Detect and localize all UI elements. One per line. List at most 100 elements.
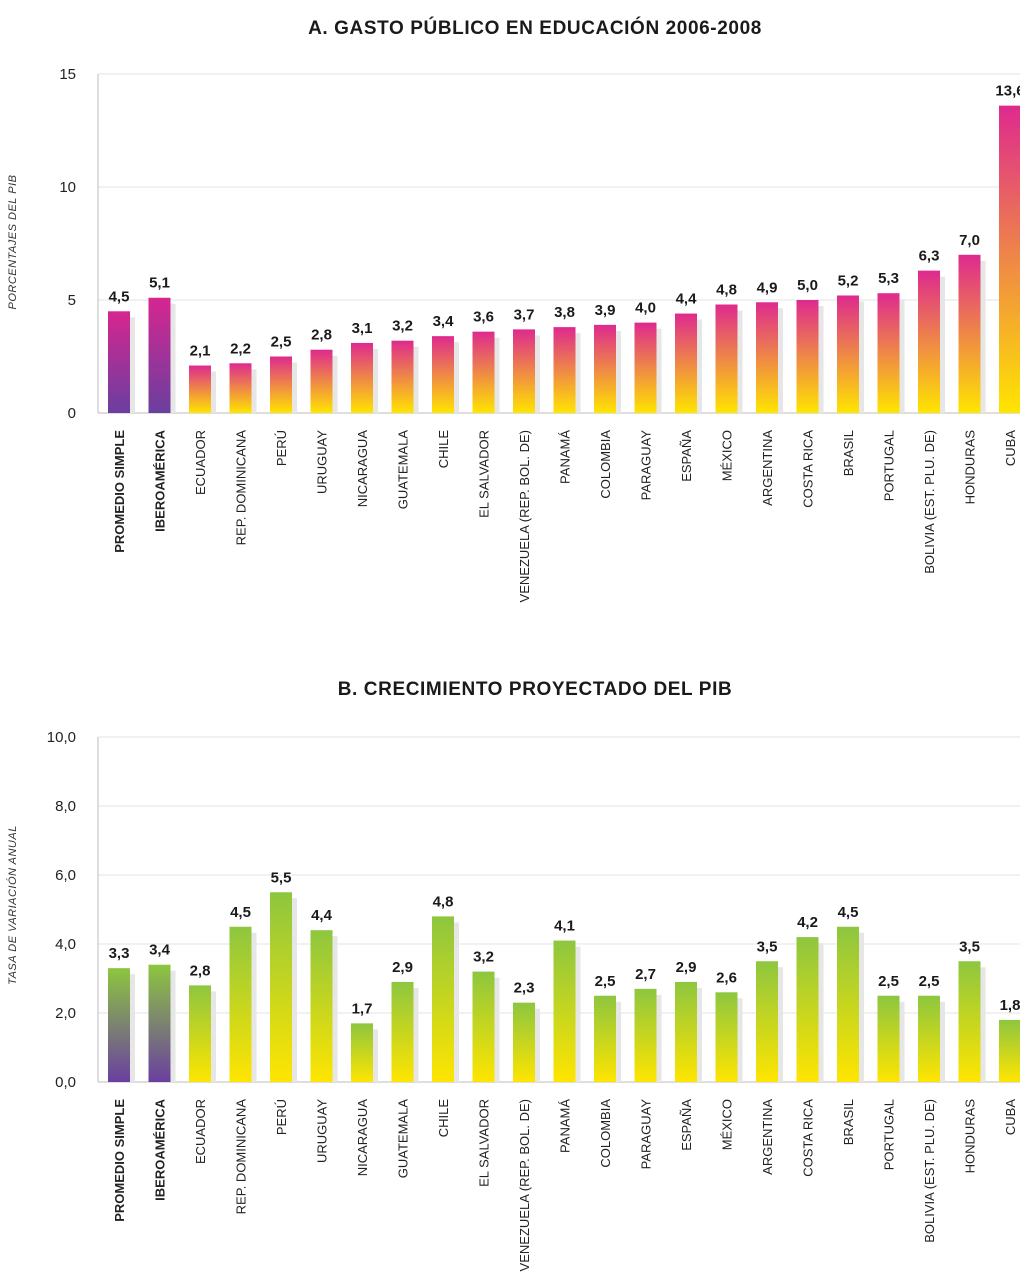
chart-a-category-label: COSTA RICA: [801, 430, 816, 508]
chart-a-bar: [715, 304, 738, 413]
chart-b-value-label: 2,9: [676, 959, 697, 976]
chart-b-ytick-label: 6,0: [55, 867, 76, 884]
chart-a-category-label: PARAGUAY: [639, 430, 654, 501]
chart-a-category-label: HONDURAS: [963, 430, 978, 505]
chart-a-ytick-label: 0: [68, 405, 76, 422]
chart-a-value-label: 2,8: [311, 327, 332, 344]
chart-b-bar: [837, 926, 859, 1082]
chart-a-category-label: VENEZUELA (REP. BOL. DE): [517, 430, 532, 602]
chart-a-value-label: 5,3: [878, 270, 899, 287]
chart-b-bar: [796, 937, 819, 1082]
chart-b-bar: [432, 916, 454, 1082]
chart-a-category-label: ESPAÑA: [679, 430, 694, 482]
chart-b-category-label: ARGENTINA: [760, 1099, 775, 1175]
chart-b-value-label: 3,5: [757, 938, 778, 955]
chart-b-title: B. CRECIMIENTO PROYECTADO DEL PIB: [338, 679, 733, 700]
chart-a-bar: [756, 302, 778, 413]
chart-b-category-label: COLOMBIA: [598, 1099, 613, 1168]
chart-a-category-label: URUGUAY: [315, 430, 330, 494]
chart-b-category-label: EL SALVADOR: [477, 1099, 492, 1187]
chart-a-value-label: 4,0: [635, 300, 656, 317]
chart-a-plot: 0 5 10 15 4,5 PROMEDIO SIMPLE 5,1 IBEROAMÉRICA 2…: [59, 66, 1020, 602]
chart-b-value-label: 2,5: [878, 973, 899, 990]
chart-b-bar: [756, 961, 778, 1082]
chart-b-plot: 0,0 2,0 4,0 6,0 8,0 10,0 3,3 PROMEDIO SIMPLE 3,4…: [47, 729, 1020, 1271]
chart-a-value-label: 5,1: [149, 275, 170, 292]
chart-a-bar: [594, 324, 616, 413]
chart-a-category-label: PORTUGAL: [882, 430, 897, 501]
chart-b-value-label: 2,6: [716, 969, 737, 986]
chart-a-value-label: 5,0: [797, 277, 818, 294]
chart-b-ytick-label: 4,0: [55, 936, 76, 953]
chart-a-category-label: MÉXICO: [720, 430, 735, 481]
chart-b-value-label: 1,8: [1000, 997, 1020, 1014]
chart-b-category-label: NICARAGUA: [355, 1099, 370, 1177]
chart-b-bar: [553, 940, 576, 1082]
chart-a-value-label: 3,2: [392, 318, 413, 335]
chart-a-title: A. GASTO PÚBLICO EN EDUCACIÓN 2006-2008: [308, 17, 762, 39]
chart-b-value-label: 2,9: [392, 959, 413, 976]
chart-a-category-label: COLOMBIA: [598, 430, 613, 499]
chart-a-bar: [958, 254, 981, 413]
chart-b-value-label: 1,7: [352, 1000, 373, 1017]
chart-a-value-label: 3,4: [433, 313, 455, 330]
chart-a-value-label: 3,1: [352, 320, 373, 337]
chart-a-value-label: 4,4: [676, 291, 698, 308]
chart-a-ytick-label: 5: [68, 292, 76, 309]
chart-a-category-label: ECUADOR: [193, 430, 208, 495]
chart-a-category-label: NICARAGUA: [355, 430, 370, 508]
chart-a-bar: [270, 356, 292, 413]
chart-b-category-label: MÉXICO: [720, 1099, 735, 1150]
chart-a-category-label: BOLIVIA (EST. PLU. DE): [922, 430, 937, 574]
chart-a-bar: [796, 300, 819, 413]
chart-b-value-label: 4,8: [433, 893, 454, 910]
chart-a-category-label: GUATEMALA: [396, 430, 411, 510]
chart-a-category-label: ARGENTINA: [760, 430, 775, 506]
chart-a-value-label: 3,7: [514, 306, 535, 323]
chart-b-value-label: 4,4: [311, 907, 333, 924]
chart-a-ylabel: PORCENTAJES DEL PIB: [7, 174, 19, 309]
chart-b-bar: [472, 971, 495, 1082]
chart-a-bar: [675, 313, 697, 413]
chart-a-bar: [391, 340, 414, 413]
chart-b-bar: [391, 981, 414, 1082]
chart-a-category-label: PROMEDIO SIMPLE: [112, 430, 127, 553]
chart-a-value-label: 4,9: [757, 279, 778, 296]
chart-b-value-label: 2,5: [919, 973, 940, 990]
chart-a-category-label: CHILE: [436, 430, 451, 469]
chart-b-bar: [229, 926, 252, 1082]
chart-a-bar: [351, 342, 373, 413]
chart-a-ytick-label: 15: [59, 66, 76, 83]
chart-b-category-label: VENEZUELA (REP. BOL. DE): [517, 1099, 532, 1271]
chart-b-bar: [513, 1002, 535, 1082]
chart-a-bar: [189, 365, 211, 413]
chart-a-category-label: IBEROAMÉRICA: [153, 429, 168, 531]
chart-a-category-label: PERÚ: [274, 430, 289, 466]
chart-a-category-label: BRASIL: [841, 430, 856, 476]
chart-b-bar: [108, 968, 130, 1082]
chart-b-bar: [675, 981, 697, 1082]
chart-a-bar: [108, 311, 130, 413]
chart-a-bar: [837, 295, 859, 413]
chart-b-category-label: CHILE: [436, 1099, 451, 1138]
chart-b-bar: [310, 930, 333, 1082]
chart-a-bar: [513, 329, 535, 413]
chart-a-category-label: EL SALVADOR: [477, 430, 492, 518]
chart-b-category-label: BOLIVIA (EST. PLU. DE): [922, 1099, 937, 1243]
chart-b-category-label: PROMEDIO SIMPLE: [112, 1099, 127, 1222]
chart-a-bar: [472, 331, 495, 413]
chart-a-bar: [999, 105, 1020, 413]
chart-b-category-label: IBEROAMÉRICA: [153, 1098, 168, 1200]
chart-a-bar: [553, 327, 576, 413]
chart-b-category-label: GUATEMALA: [396, 1099, 411, 1179]
chart-b-category-label: COSTA RICA: [801, 1099, 816, 1177]
chart-b-category-label: PANAMÁ: [558, 1099, 573, 1153]
chart-a-value-label: 3,9: [595, 302, 616, 319]
chart-b-ytick-label: 8,0: [55, 798, 76, 815]
chart-b-value-label: 3,2: [473, 949, 494, 966]
chart-a-value-label: 4,5: [109, 288, 130, 305]
chart-b-ylabel: TASA DE VARIACIÓN ANUAL: [6, 825, 19, 985]
chart-b-ytick-label: 0,0: [55, 1074, 76, 1091]
chart-a-bar: [918, 270, 940, 413]
